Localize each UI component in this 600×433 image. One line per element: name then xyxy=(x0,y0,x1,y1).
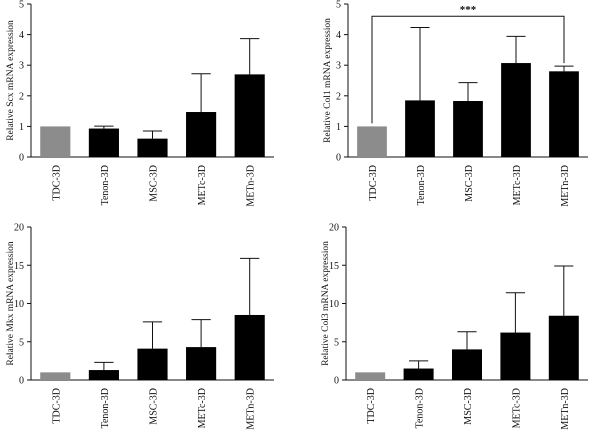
y-tick-label: 3 xyxy=(336,61,341,72)
bar-tenon-3d xyxy=(403,368,434,380)
y-tick-label: 15 xyxy=(329,261,339,272)
bar-metn-3d xyxy=(548,315,579,380)
y-tick-label: 1 xyxy=(336,122,341,133)
y-tick-label: 2 xyxy=(336,91,341,102)
chart-panel-4: 0 5 10 15 20 Relative Col3 mRNA expression TDC… xyxy=(321,223,588,430)
bar-msc-3d xyxy=(451,349,483,380)
x-tick-label: MSC-3D xyxy=(464,165,475,202)
y-tick-label: 20 xyxy=(14,223,24,234)
x-tick-label: TDC-3D xyxy=(366,388,377,424)
y-axis-title: Relative Scx mRNA expression xyxy=(6,20,16,141)
bar-metn-3d xyxy=(234,74,265,157)
significance-label: *** xyxy=(460,4,477,16)
bar-metn-3d xyxy=(234,314,265,380)
y-tick-label: 2 xyxy=(19,91,24,102)
bar-msc-3d xyxy=(453,101,483,157)
bar-metc-3d xyxy=(186,112,217,157)
y-axis-title: Relative Col3 mRNA expression xyxy=(321,241,331,366)
x-tick-label: METc-3D xyxy=(197,388,208,428)
y-tick-label: 5 xyxy=(19,0,24,11)
bar-tdc-3d xyxy=(40,126,71,157)
y-tick-label: 5 xyxy=(336,0,341,11)
bar-tenon-3d xyxy=(88,370,119,380)
x-tick-label: METc-3D xyxy=(512,165,523,205)
y-tick-label: 15 xyxy=(14,261,24,272)
y-tick-label: 4 xyxy=(19,30,24,41)
x-tick-label: METn-3D xyxy=(246,165,257,207)
x-tick-label: METn-3D xyxy=(560,165,571,207)
y-tick-label: 3 xyxy=(19,61,24,72)
bar-msc-3d xyxy=(137,138,168,157)
x-tick-label: Tenon-3D xyxy=(100,388,111,428)
y-tick-label: 0 xyxy=(19,376,24,387)
x-tick-label: Tenon-3D xyxy=(415,388,426,428)
x-tick-label: MSC-3D xyxy=(149,165,160,202)
x-tick-label: MSC-3D xyxy=(463,388,474,425)
bar-tdc-3d xyxy=(355,372,386,380)
x-tick-label: TDC-3D xyxy=(368,165,379,201)
y-tick-label: 1 xyxy=(19,122,24,133)
y-tick-label: 4 xyxy=(336,30,341,41)
bar-metc-3d xyxy=(186,347,217,380)
x-tick-label: TDC-3D xyxy=(51,388,62,424)
x-tick-label: TDC-3D xyxy=(51,165,62,201)
bar-tenon-3d xyxy=(88,128,119,157)
y-tick-label: 0 xyxy=(19,153,24,164)
y-axis-title: Relative Col1 mRNA expression xyxy=(323,18,333,143)
bar-metc-3d xyxy=(501,63,531,157)
bar-tdc-3d xyxy=(357,126,387,157)
y-tick-label: 10 xyxy=(329,299,339,310)
y-tick-label: 0 xyxy=(334,376,339,387)
y-tick-label: 10 xyxy=(14,299,24,310)
significance-bracket xyxy=(371,15,565,124)
x-tick-label: METn-3D xyxy=(246,388,257,430)
y-tick-label: 0 xyxy=(336,153,341,164)
x-tick-label: Tenon-3D xyxy=(416,165,427,205)
y-tick-label: 20 xyxy=(329,223,339,234)
y-axis-title: Relative Mkx mRNA expression xyxy=(6,241,16,366)
chart-panel-3: 0 5 10 15 20 Relative Mkx mRNA expression TDC-… xyxy=(6,223,274,430)
bar-tdc-3d xyxy=(40,372,71,380)
y-tick-label: 5 xyxy=(334,337,339,348)
bar-tenon-3d xyxy=(405,100,435,157)
x-tick-label: Tenon-3D xyxy=(100,165,111,205)
x-tick-label: MSC-3D xyxy=(149,388,160,425)
bar-msc-3d xyxy=(137,348,168,380)
bar-metn-3d xyxy=(549,71,579,157)
x-tick-label: METc-3D xyxy=(511,388,522,428)
x-tick-label: METn-3D xyxy=(560,388,571,430)
x-tick-label: METc-3D xyxy=(197,165,208,205)
bar-metc-3d xyxy=(500,332,531,380)
y-tick-label: 5 xyxy=(19,337,24,348)
